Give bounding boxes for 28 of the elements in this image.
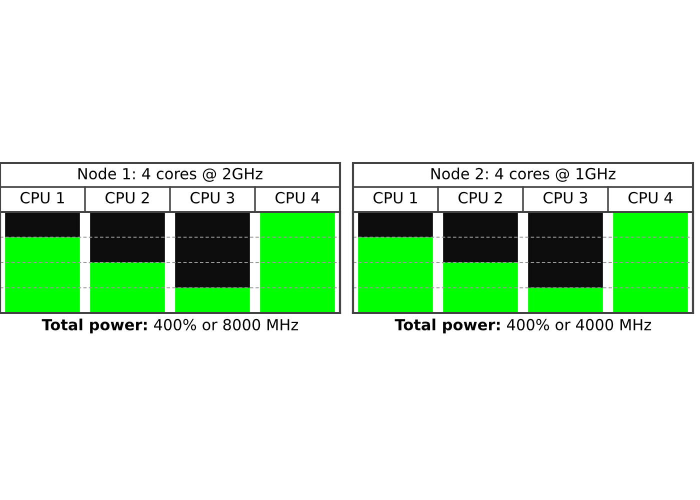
- x-tick-label: CPU 3: [544, 192, 588, 204]
- bar: [5, 212, 80, 238]
- bar: [528, 212, 603, 288]
- chart-title: Node 2: 4 cores @ 1GHz: [431, 168, 616, 182]
- bar: [175, 288, 250, 313]
- bar: [5, 237, 80, 313]
- bar: [260, 212, 335, 313]
- x-tick-label: CPU 1: [20, 192, 64, 204]
- chart-title: Node 1: 4 cores @ 2GHz: [78, 168, 262, 182]
- x-tick-label: CPU 3: [190, 192, 234, 204]
- bar: [90, 262, 165, 313]
- x-tick-label: CPU 4: [628, 192, 672, 204]
- bar: [358, 237, 433, 313]
- x-tick-label: CPU 1: [374, 192, 417, 204]
- text: Total power:: [394, 318, 500, 334]
- text: 400% or 4000 MHz: [506, 318, 652, 330]
- bar: [528, 288, 603, 313]
- bar: [175, 212, 250, 288]
- x-tick-label: CPU 2: [106, 192, 149, 204]
- text: Total power:: [42, 318, 147, 334]
- bar: [443, 262, 518, 313]
- bar: [358, 212, 433, 238]
- bar: [613, 212, 688, 313]
- bar: [443, 212, 518, 262]
- x-tick-label: CPU 4: [276, 192, 320, 204]
- text: 400% or 8000 MHz: [154, 318, 298, 330]
- bar: [90, 212, 165, 262]
- x-tick-label: CPU 2: [458, 192, 502, 204]
